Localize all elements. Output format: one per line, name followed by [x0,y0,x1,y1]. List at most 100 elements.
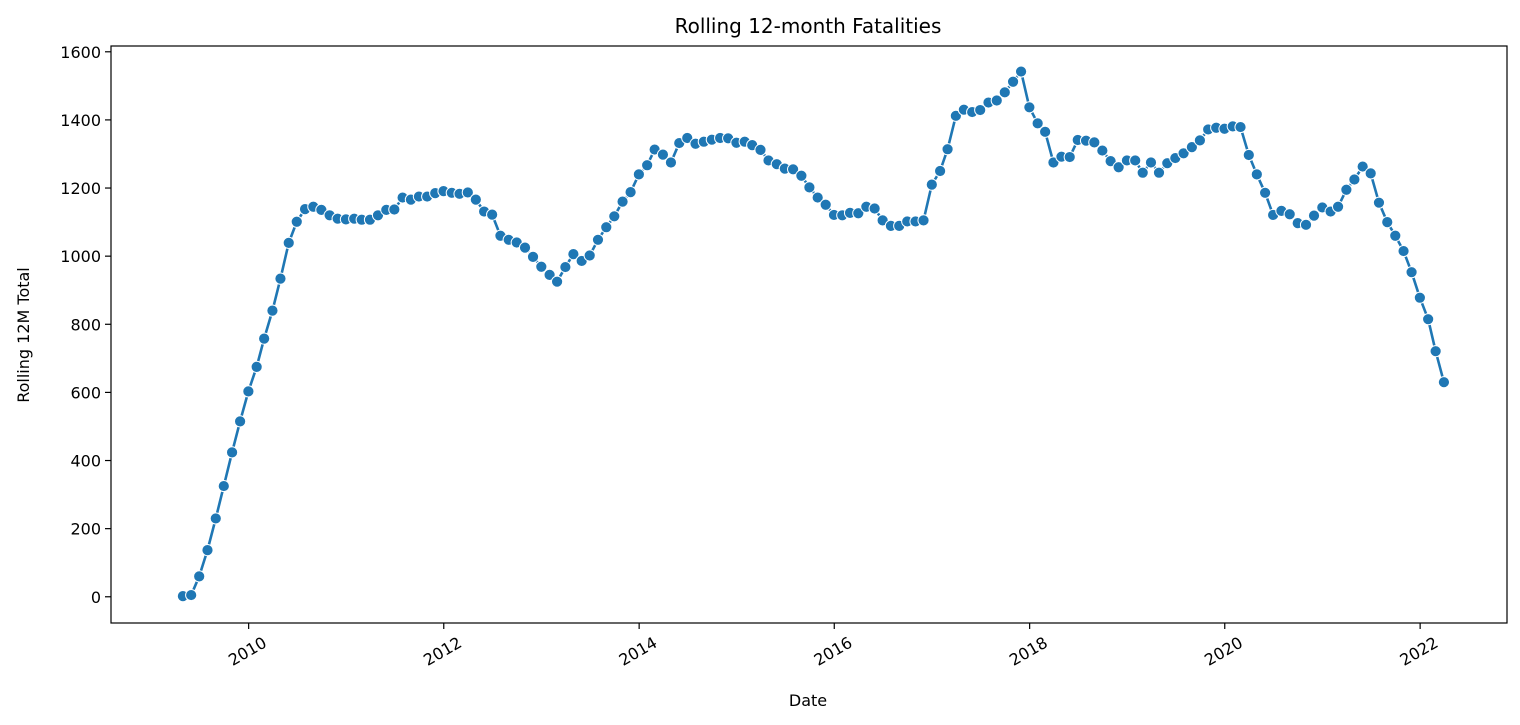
data-point [795,169,808,182]
data-point [632,168,645,181]
data-point [925,178,938,191]
data-point [998,86,1011,99]
data-point [1063,150,1076,164]
y-tick-label: 1000 [60,247,101,266]
data-point [469,193,482,206]
data-point [868,202,881,215]
data-point [1364,167,1377,180]
data-point [193,570,206,583]
chart-title: Rolling 12-month Fatalities [675,14,942,38]
data-point [852,207,865,220]
data-point [225,446,239,459]
data-point [518,241,532,254]
y-tick-label: 1400 [60,111,101,130]
data-point [1144,156,1158,169]
data-point [201,544,214,557]
data-point [250,360,263,373]
y-tick-label: 600 [70,383,101,402]
data-point [1372,196,1386,209]
data-point [266,304,279,317]
data-point [803,181,816,194]
data-point [1389,229,1402,242]
data-point [234,415,247,428]
data-point [1422,313,1435,326]
y-tick-label: 1200 [60,179,101,198]
data-point [787,163,800,176]
data-point [641,159,654,172]
data-point [1331,200,1345,213]
data-point [209,512,222,525]
data-point [1112,161,1125,174]
data-point [754,143,767,156]
x-axis-label: Date [789,691,827,710]
data-point [1299,218,1313,231]
data-point [616,195,629,208]
data-point [1193,134,1207,147]
data-point [917,214,930,227]
data-point [1250,168,1263,181]
data-point [934,164,947,178]
data-point [1356,160,1369,173]
data-point [550,275,564,288]
data-point [1088,136,1101,149]
data-point [1413,291,1426,304]
data-point [1006,75,1020,88]
data-point [1340,183,1353,196]
data-point [1096,144,1109,157]
data-point [486,208,499,221]
data-point [217,479,230,493]
data-point [990,94,1003,107]
data-point [1259,186,1272,199]
data-point [819,198,832,211]
data-point [1283,208,1296,221]
data-point [1152,166,1166,179]
data-point [242,385,255,398]
data-point [600,221,613,234]
data-point [543,268,556,281]
data-point [1185,141,1198,154]
data-point [526,250,540,263]
data-point [1177,147,1190,160]
y-tick-label: 0 [91,588,101,607]
data-point [1397,244,1410,258]
data-point [941,143,954,156]
data-point [1129,154,1142,167]
data-point [1014,65,1028,78]
data-point [282,236,295,249]
data-point [624,186,637,199]
plot-frame [110,45,1508,624]
data-point [185,588,198,602]
data-point [1023,101,1036,114]
data-point [559,260,572,274]
y-axis: 0 200 400 600 800 1000 1200 1400 1600 [60,43,111,607]
y-tick-label: 400 [70,452,101,471]
data-point [591,233,605,246]
data-point [656,148,670,161]
data-point [1307,209,1321,222]
data-point [535,260,548,273]
data-point [608,210,621,223]
y-tick-label: 200 [70,520,101,539]
y-axis-label: Rolling 12M Total [14,267,33,403]
data-point [1429,345,1442,358]
data-point [681,131,694,145]
y-tick-label: 800 [70,315,101,334]
data-point [1104,155,1117,168]
data-point [274,272,287,285]
data-point [949,109,962,122]
data-point [1136,166,1149,179]
data-point [1381,216,1394,229]
data-point [1031,117,1044,130]
data-point [974,103,987,117]
data-point [388,203,401,216]
plot-area [110,45,1508,624]
data-point [583,249,596,262]
data-point [461,186,474,199]
data-point [664,156,678,169]
data-point [1234,120,1247,134]
data-point [1405,266,1418,279]
data-point [811,191,824,204]
